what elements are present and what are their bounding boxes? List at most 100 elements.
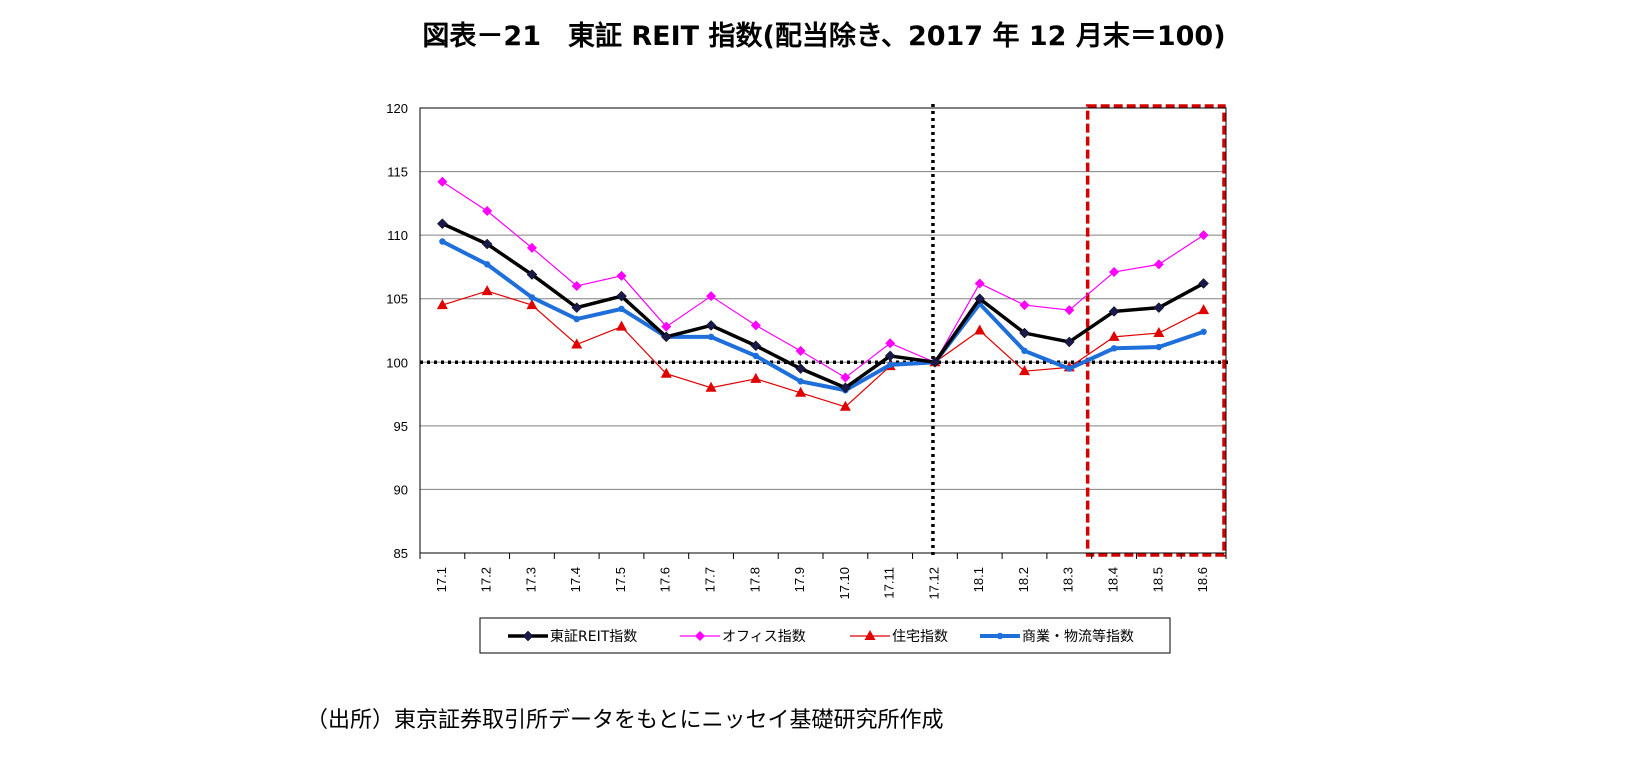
data-point — [483, 261, 491, 268]
x-tick-label: 17.7 — [702, 567, 717, 592]
x-tick-label: 18.6 — [1195, 567, 1210, 592]
data-point — [1198, 230, 1209, 241]
data-point — [481, 238, 493, 250]
data-point — [1200, 328, 1207, 335]
data-point — [1019, 365, 1030, 376]
data-point — [795, 363, 806, 374]
data-point — [1109, 267, 1120, 278]
x-tick-label: 17.6 — [658, 567, 673, 592]
data-point — [705, 320, 717, 331]
data-point — [616, 320, 627, 331]
data-point — [482, 205, 493, 216]
x-tick-label: 17.12 — [926, 567, 941, 600]
x-tick-label: 17.8 — [747, 567, 762, 592]
y-tick-label: 105 — [386, 292, 408, 307]
data-point — [750, 320, 761, 331]
data-point — [840, 382, 851, 394]
data-point — [1110, 345, 1118, 352]
data-point — [750, 372, 762, 383]
legend-label: 商業・物流等指数 — [1022, 628, 1134, 645]
data-point — [795, 345, 806, 356]
data-point — [571, 302, 583, 313]
x-tick-label: 18.2 — [1016, 567, 1031, 592]
data-point — [1108, 306, 1120, 317]
data-point — [660, 367, 672, 378]
chart-title: 図表－21 東証 REIT 指数(配当除き、2017 年 12 月末＝100) — [422, 21, 1226, 52]
data-point — [705, 381, 717, 392]
y-tick-label: 100 — [386, 355, 408, 370]
x-tick-label: 17.9 — [792, 567, 807, 592]
legend-marker — [864, 630, 876, 640]
data-point — [886, 361, 894, 369]
y-tick-label: 85 — [394, 546, 408, 561]
data-point — [884, 350, 896, 362]
data-point — [1019, 327, 1030, 339]
data-point — [706, 291, 717, 302]
data-point — [618, 305, 625, 313]
data-point — [1153, 327, 1165, 338]
legend-box — [479, 617, 1171, 654]
data-point — [885, 338, 896, 349]
reference-lines — [420, 104, 1232, 557]
y-tick-label: 110 — [387, 228, 408, 243]
x-tick-label: 17.11 — [882, 567, 897, 599]
data-point — [1064, 305, 1075, 316]
x-tick-label: 17.1 — [434, 567, 449, 592]
data-point — [571, 281, 582, 291]
data-point — [840, 372, 851, 383]
data-point — [929, 356, 941, 368]
data-point — [571, 338, 583, 349]
data-point — [573, 315, 580, 323]
data-point — [660, 331, 672, 343]
data-point — [1063, 336, 1075, 348]
plot-area — [419, 107, 1227, 554]
data-point — [1021, 347, 1028, 355]
x-tick-label: 18.4 — [1105, 567, 1120, 592]
x-tick-label: 17.3 — [523, 567, 538, 592]
y-tick-label: 120 — [386, 101, 408, 116]
data-point — [437, 218, 448, 230]
series-line — [442, 181, 1204, 379]
data-point — [752, 352, 760, 360]
data-point — [707, 333, 715, 341]
data-point — [526, 242, 537, 253]
x-tick-label: 18.3 — [1061, 567, 1076, 592]
x-tick-label: 18.1 — [971, 567, 986, 592]
legend-label: 東証REIT指数 — [550, 629, 637, 645]
data-point — [528, 294, 536, 301]
data-point — [795, 386, 807, 397]
legend-label: 住宅指数 — [892, 629, 948, 645]
y-tick-label: 115 — [387, 165, 408, 180]
legend-marker — [695, 631, 705, 641]
x-tick-label: 17.4 — [568, 567, 583, 592]
data-point — [1155, 343, 1163, 351]
data-point — [526, 299, 538, 310]
x-tick-label: 18.5 — [1150, 567, 1165, 592]
data-point — [616, 290, 627, 302]
data-point — [437, 176, 448, 187]
data-point — [750, 340, 762, 352]
data-point — [974, 293, 986, 305]
data-point — [439, 238, 446, 245]
legend-marker — [996, 632, 1004, 640]
data-point — [839, 400, 851, 411]
data-point — [1153, 302, 1165, 313]
series-layer — [436, 176, 1210, 411]
data-point — [1019, 300, 1030, 311]
y-tick-label: 90 — [394, 482, 408, 497]
x-tick-label: 17.2 — [479, 567, 494, 592]
data-point — [616, 270, 627, 281]
data-point — [526, 269, 538, 280]
grid-layer — [420, 171, 1226, 490]
x-tick-label: 17.5 — [613, 567, 628, 592]
series-line — [441, 239, 1205, 393]
highlight-box — [1085, 104, 1226, 557]
x-tick-label: 17.10 — [837, 567, 852, 600]
data-point — [1066, 365, 1073, 372]
source-note: （出所）東京証券取引所データをもとにニッセイ基礎研究所作成 — [306, 708, 944, 733]
data-point — [974, 278, 985, 289]
data-point — [1198, 278, 1209, 289]
data-point — [1198, 304, 1210, 315]
series-line — [441, 222, 1205, 390]
